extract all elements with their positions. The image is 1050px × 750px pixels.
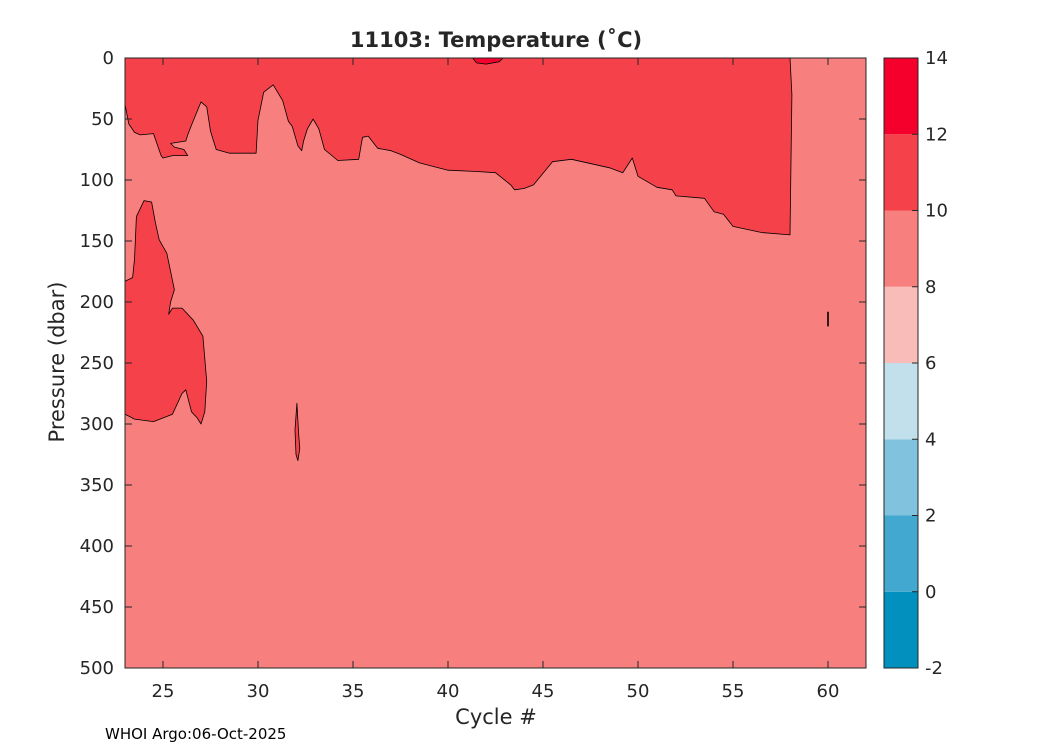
- colorbar-tick-label: 0: [925, 582, 936, 603]
- x-tick-label: 60: [817, 681, 840, 702]
- credit-text: WHOI Argo:06-Oct-2025: [105, 725, 287, 743]
- y-axis-ticks: 0 50 100 150 200 250 300 350 400 450 500: [80, 48, 866, 679]
- y-tick-label: 100: [80, 170, 114, 191]
- x-tick-label: 30: [247, 681, 270, 702]
- y-tick-label: 350: [80, 475, 114, 496]
- colorbar-tick-label: 4: [925, 429, 936, 450]
- colorbar-tick-label: -2: [925, 658, 943, 679]
- x-axis-label: Cycle #: [455, 705, 537, 729]
- colorbar-band: [884, 286, 918, 363]
- x-axis-ticks: 25 30 35 40 45 50 55 60: [152, 58, 840, 702]
- lower-left-warm-patch: [124, 200, 208, 425]
- x-tick-label: 40: [437, 681, 460, 702]
- y-tick-label: 50: [91, 109, 114, 130]
- y-tick-label: 250: [80, 353, 114, 374]
- colorbar-tick-label: 8: [925, 277, 936, 298]
- colorbar-tick-label: 10: [925, 201, 948, 222]
- y-tick-label: 300: [80, 414, 114, 435]
- x-tick-label: 45: [532, 681, 555, 702]
- x-tick-label: 50: [627, 681, 650, 702]
- colorbar-band: [884, 58, 918, 135]
- y-tick-label: 500: [80, 658, 114, 679]
- y-tick-label: 400: [80, 536, 114, 557]
- colorbar: -2 0 2 4 6 8 10 12 14: [883, 48, 948, 679]
- colorbar-tick-label: 14: [925, 48, 948, 69]
- y-tick-label: 200: [80, 292, 114, 313]
- colorbar-band: [884, 439, 918, 516]
- y-tick-label: 0: [103, 48, 114, 69]
- x-tick-label: 35: [342, 681, 365, 702]
- colorbar-band: [884, 363, 918, 440]
- colorbar-band: [884, 591, 918, 668]
- colorbar-tick-label: 2: [925, 506, 936, 527]
- upper-warm-layer: [124, 57, 793, 236]
- colorbar-tick-label: 6: [925, 353, 936, 374]
- plot-area: [124, 57, 867, 669]
- y-tick-label: 150: [80, 231, 114, 252]
- colorbar-band: [884, 515, 918, 592]
- thin-warm-streak-cycle-32: [294, 402, 301, 462]
- y-axis-label: Pressure (dbar): [45, 282, 69, 443]
- y-tick-label: 450: [80, 597, 114, 618]
- x-tick-label: 25: [152, 681, 175, 702]
- colorbar-band: [884, 210, 918, 287]
- colorbar-tick-label: 12: [925, 124, 948, 145]
- chart-title: 11103: Temperature (˚C): [350, 28, 642, 52]
- colorbar-band: [884, 134, 918, 211]
- x-tick-label: 55: [722, 681, 745, 702]
